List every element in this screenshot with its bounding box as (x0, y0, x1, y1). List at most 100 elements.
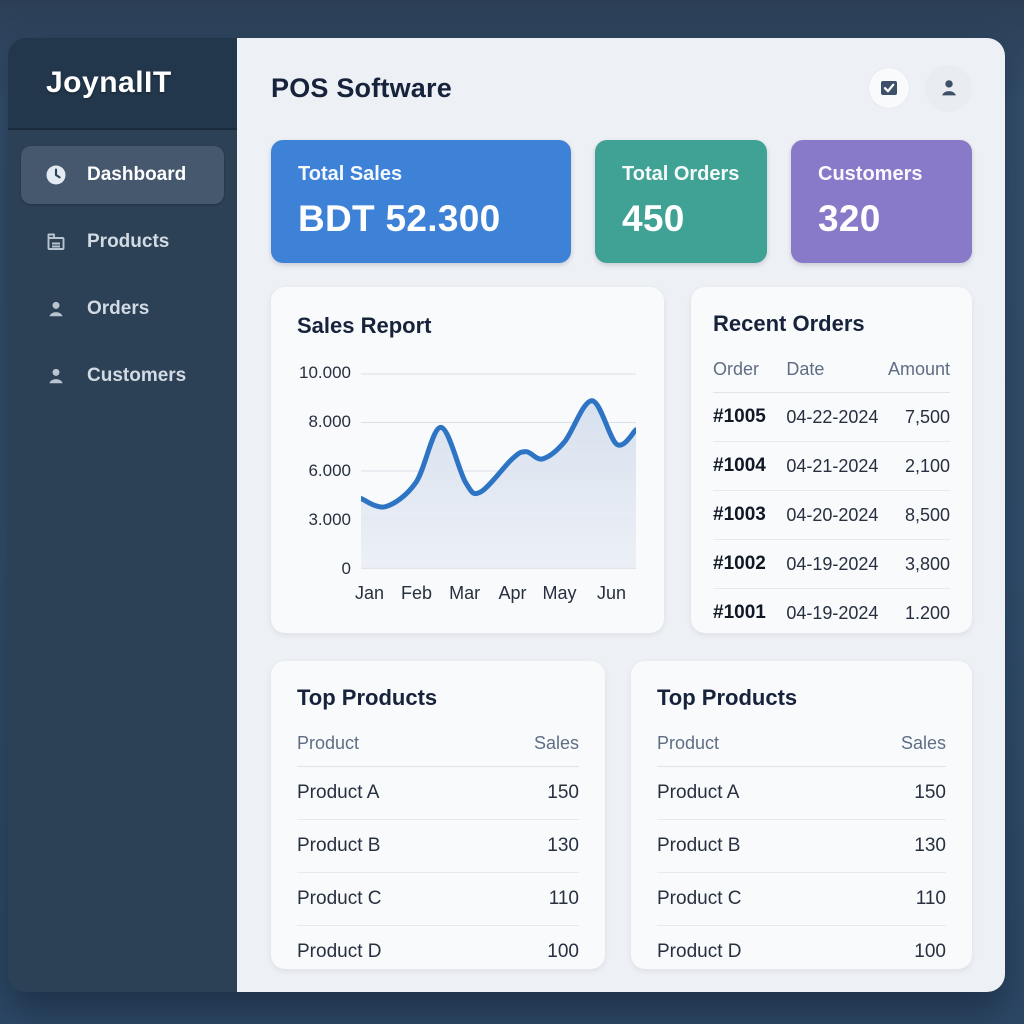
order-id-cell: #1004 (713, 441, 787, 491)
order-id-cell: #1001 (713, 602, 766, 623)
table-row: Product B 130 (297, 819, 579, 873)
product-sales-cell: 150 (477, 766, 579, 820)
top-products-card-left: Top Products Product Sales Product A 150 Pr… (271, 661, 605, 969)
middle-row: Sales Report 10.000 8.000 6.000 3.000 0 Jan F… (271, 287, 972, 633)
topbar-actions (869, 64, 972, 112)
recent-orders-title: Recent Orders (713, 311, 865, 336)
chart-y-axis: 10.000 8.000 6.000 3.000 0 (297, 363, 351, 578)
sales-line-chart (361, 373, 636, 569)
stat-value: 450 (622, 198, 685, 239)
table-row: #1005 04-22-2024 7,500 (713, 392, 950, 442)
product-sales-cell: 100 (547, 941, 579, 962)
order-amount-cell: 2,100 (887, 441, 950, 491)
sidebar-item-label: Orders (87, 298, 150, 319)
table-row: Product B 130 (657, 819, 946, 873)
topbar: POS Software (271, 38, 972, 116)
clock-icon (46, 165, 66, 185)
chart-x-axis: Jan Feb Mar Apr May Jun (355, 583, 636, 607)
profile-button[interactable] (925, 64, 972, 112)
y-axis-tick-label: 3.000 (308, 510, 351, 529)
sidebar: JoynalIT Dashboard Products Orders Custo… (8, 38, 237, 992)
top-products-title: Top Products (657, 685, 798, 710)
order-id-cell: #1002 (713, 539, 787, 589)
table-row: Product D 100 (657, 926, 946, 979)
person-icon (941, 80, 956, 96)
y-axis-tick-label: 0 (341, 559, 351, 578)
product-sales-cell: 110 (841, 872, 946, 926)
x-axis-tick-label: May (542, 583, 577, 603)
product-sales-cell: 150 (841, 766, 946, 820)
product-name-cell: Product A (297, 766, 478, 820)
sidebar-item-customers[interactable]: Customers (21, 347, 224, 405)
orders-column-header: Amount (887, 351, 950, 393)
table-row: #1003 04-20-2024 8,500 (713, 490, 950, 540)
products-column-header: Product (657, 725, 842, 767)
product-name-cell: Product B (297, 819, 478, 873)
product-name-cell: Product A (657, 766, 842, 820)
x-axis-tick-label: Mar (449, 583, 481, 603)
sidebar-item-label: Dashboard (87, 164, 187, 185)
table-row: #1001 04-19-2024 1.200 (713, 589, 950, 638)
app-window: JoynalIT Dashboard Products Orders Custo… (8, 38, 1005, 992)
order-date-cell: 04-22-2024 (786, 392, 888, 442)
table-row: Product A 150 (297, 766, 579, 820)
order-id-cell: #1003 (713, 490, 787, 540)
chart-plot-area (361, 373, 636, 569)
sidebar-item-products[interactable]: Products (21, 213, 224, 271)
sidebar-item-label: Customers (87, 365, 187, 386)
x-axis-tick-label: Feb (401, 583, 433, 603)
stat-value: BDT 52.300 (298, 198, 501, 239)
stat-label: Total Sales (298, 163, 403, 185)
x-axis-tick-label: Apr (498, 583, 527, 603)
checkbox-icon (881, 81, 897, 95)
product-sales-cell: 100 (914, 941, 946, 962)
table-row: #1002 04-19-2024 3,800 (713, 539, 950, 589)
product-sales-cell: 130 (841, 819, 946, 873)
product-name-cell: Product B (657, 819, 842, 873)
order-amount-cell: 7,500 (887, 392, 950, 442)
order-amount-cell: 1.200 (904, 602, 950, 623)
sidebar-item-dashboard[interactable]: Dashboard (21, 146, 224, 204)
product-name-cell: Product D (297, 941, 382, 962)
product-sales-cell: 110 (477, 872, 579, 926)
sidebar-item-label: Products (87, 231, 170, 252)
main-content: POS Software Total Sales BDT 52.300 Total … (237, 38, 1005, 992)
product-name-cell: Product C (297, 872, 478, 926)
orders-column-header: Order (713, 351, 787, 393)
order-amount-cell: 3,800 (887, 539, 950, 589)
tasks-button[interactable] (869, 68, 909, 108)
table-row: #1004 04-21-2024 2,100 (713, 441, 950, 491)
y-axis-tick-label: 6.000 (308, 461, 351, 480)
product-name-cell: Product C (657, 872, 842, 926)
order-date-cell: 04-19-2024 (786, 602, 879, 623)
order-date-cell: 04-20-2024 (786, 490, 888, 540)
y-axis-tick-label: 10.000 (299, 363, 351, 382)
stat-label: Total Orders (622, 163, 740, 185)
stat-card-total-orders: Total Orders 450 (595, 140, 767, 263)
table-row: Product C 110 (297, 872, 579, 926)
top-products-table: Product Sales Product A 150 Product B 130 Pro… (657, 725, 946, 978)
sidebar-header: JoynalIT (8, 38, 237, 130)
top-products-table: Product Sales Product A 150 Product B 130 Pro… (297, 725, 579, 978)
box-icon (47, 233, 65, 250)
table-row: Product C 110 (657, 872, 946, 926)
table-row: Product D 100 (297, 926, 579, 979)
table-row: Product A 150 (657, 766, 946, 820)
order-date-cell: 04-21-2024 (786, 441, 888, 491)
product-name-cell: Product D (657, 941, 742, 962)
y-axis-tick-label: 8.000 (308, 412, 351, 431)
app-logo: JoynalIT (46, 66, 172, 99)
products-column-header: Sales (841, 725, 946, 767)
stat-cards-row: Total Sales BDT 52.300 Total Orders 450 Cust… (271, 140, 972, 263)
orders-column-header: Date (786, 351, 888, 393)
x-axis-tick-label: Jun (597, 583, 627, 603)
user-icon (49, 301, 63, 317)
stat-card-total-sales: Total Sales BDT 52.300 (271, 140, 571, 263)
sidebar-item-orders[interactable]: Orders (21, 280, 224, 338)
stat-value: 320 (818, 198, 881, 239)
recent-orders-table: Order Date Amount #1005 04-22-2024 7,500 #100… (713, 351, 950, 637)
stat-card-customers: Customers 320 (791, 140, 972, 263)
products-column-header: Product (297, 725, 478, 767)
top-products-card-right: Top Products Product Sales Product A 150 Pr… (631, 661, 972, 969)
products-column-header: Sales (477, 725, 579, 767)
